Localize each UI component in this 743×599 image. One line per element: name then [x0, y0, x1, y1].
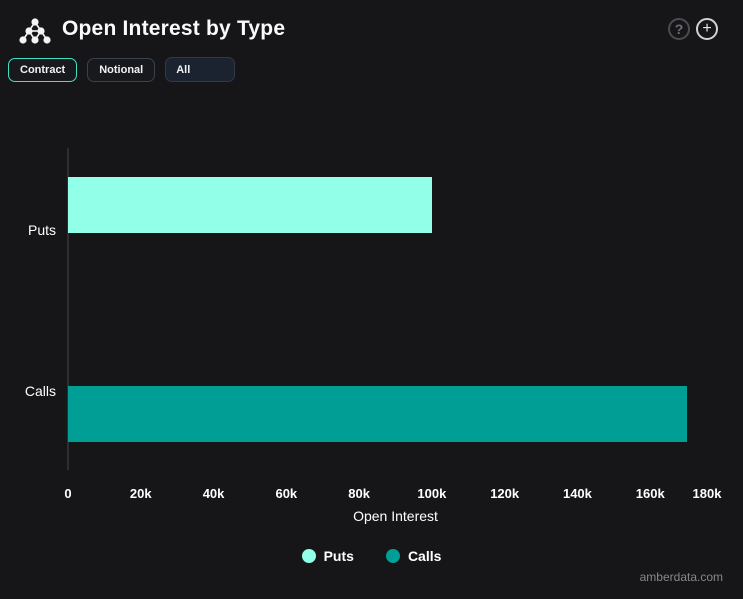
question-icon: ?	[674, 21, 684, 37]
legend-label: Calls	[407, 548, 442, 564]
cluster-dots-icon	[19, 18, 51, 44]
x-tick: 0	[64, 486, 72, 501]
page-title: Open Interest by Type	[62, 17, 286, 40]
toolbar: Contract Notional All	[8, 57, 236, 82]
x-tick: 60k	[275, 486, 298, 501]
x-tick: 20k	[129, 486, 152, 501]
help-button[interactable]: ?	[668, 18, 690, 40]
x-tick: 180k	[692, 486, 722, 501]
contract-toggle-button[interactable]: Contract	[8, 57, 78, 82]
y-label-calls: Calls	[24, 382, 56, 399]
x-tick: 160k	[635, 486, 665, 501]
x-tick: 40k	[202, 486, 225, 501]
watermark: amberdata.com	[639, 570, 723, 584]
y-label-puts: Puts	[27, 221, 56, 238]
bar-calls[interactable]	[68, 385, 687, 442]
x-tick: 100k	[417, 486, 447, 501]
legend-item-calls[interactable]: Calls	[385, 548, 442, 564]
notional-toggle-button[interactable]: Notional	[87, 57, 156, 82]
type-filter-dropdown[interactable]: All	[165, 57, 236, 82]
y-axis-line	[67, 148, 69, 470]
x-tick: 80k	[348, 486, 370, 501]
bar-puts[interactable]	[68, 176, 432, 233]
x-axis-title: Open Interest	[353, 508, 438, 524]
legend-marker-icon	[301, 549, 316, 563]
legend-marker-icon	[385, 549, 400, 563]
header: Open Interest by Type ? +	[0, 0, 743, 50]
chart-legend: Puts Calls	[0, 545, 743, 567]
plus-icon: +	[702, 20, 712, 37]
legend-label: Puts	[323, 548, 354, 564]
legend-item-puts[interactable]: Puts	[301, 548, 354, 564]
x-tick: 120k	[490, 486, 520, 501]
add-button[interactable]: +	[696, 18, 718, 40]
x-tick: 140k	[562, 486, 592, 501]
